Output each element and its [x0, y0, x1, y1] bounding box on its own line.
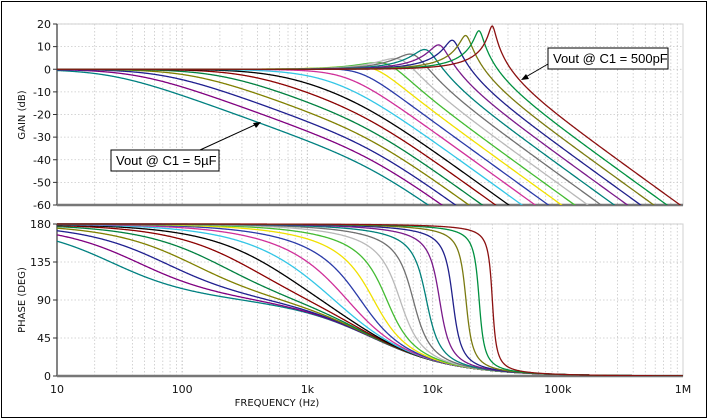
- gain-ytick-label: -40: [33, 154, 51, 167]
- xtick-label: 10: [50, 383, 64, 396]
- annotation-box-500pf: [547, 47, 669, 70]
- xtick-label: 100: [172, 383, 193, 396]
- arrowhead-icon: [521, 74, 529, 80]
- arrowhead-icon: [253, 122, 261, 128]
- phase-axis-label: PHASE (DEG): [17, 267, 28, 333]
- phase-ytick-label: 135: [30, 256, 51, 269]
- gain-ytick-label: 0: [44, 63, 51, 76]
- gain-ytick-label: 20: [37, 18, 51, 31]
- phase-curves: [57, 223, 683, 376]
- gain-series-2: [57, 68, 457, 205]
- phase-grid: [53, 223, 684, 378]
- gain-curves: [57, 25, 682, 205]
- phase-ytick-label: 0: [44, 370, 51, 383]
- gain-ytick-label: -10: [33, 86, 51, 99]
- gain-series-4: [57, 68, 484, 205]
- gain-ytick-label: -20: [33, 109, 51, 122]
- phase-ytick-label: 180: [30, 218, 51, 231]
- gain-series-3: [57, 68, 471, 205]
- phase-series-19: [57, 223, 683, 376]
- annotation-box-5uf: [110, 149, 220, 172]
- phase-ytick-label: 45: [37, 332, 51, 345]
- gain-series-1: [57, 69, 444, 205]
- frequency-axis-label: FREQUENCY (Hz): [235, 398, 320, 409]
- gain-ytick-label: 10: [37, 41, 51, 54]
- annotation-500pf: Vout @ C1 = 500pF: [521, 47, 669, 80]
- xtick-label: 1M: [675, 383, 692, 396]
- xtick-label: 10k: [422, 383, 443, 396]
- xtick-label: 1k: [301, 383, 315, 396]
- gain-ytick-label: -50: [33, 176, 51, 189]
- annotation-5uf: Vout @ C1 = 5µF: [110, 122, 261, 172]
- annotation-arrow-500pf: [523, 63, 549, 79]
- annotation-text-5uf: Vout @ C1 = 5µF: [116, 153, 217, 168]
- gain-ytick-label: -60: [33, 199, 51, 212]
- gain-axis-label: GAIN (dB): [17, 90, 28, 139]
- gain-ytick-label: -30: [33, 131, 51, 144]
- xtick-label: 100k: [544, 383, 572, 396]
- phase-ytick-label: 90: [37, 294, 51, 307]
- annotation-arrow-5uf: [199, 122, 260, 151]
- annotation-text-500pf: Vout @ C1 = 500pF: [553, 51, 668, 66]
- gain-series-0: [57, 69, 430, 205]
- gain-series-19: [57, 25, 682, 205]
